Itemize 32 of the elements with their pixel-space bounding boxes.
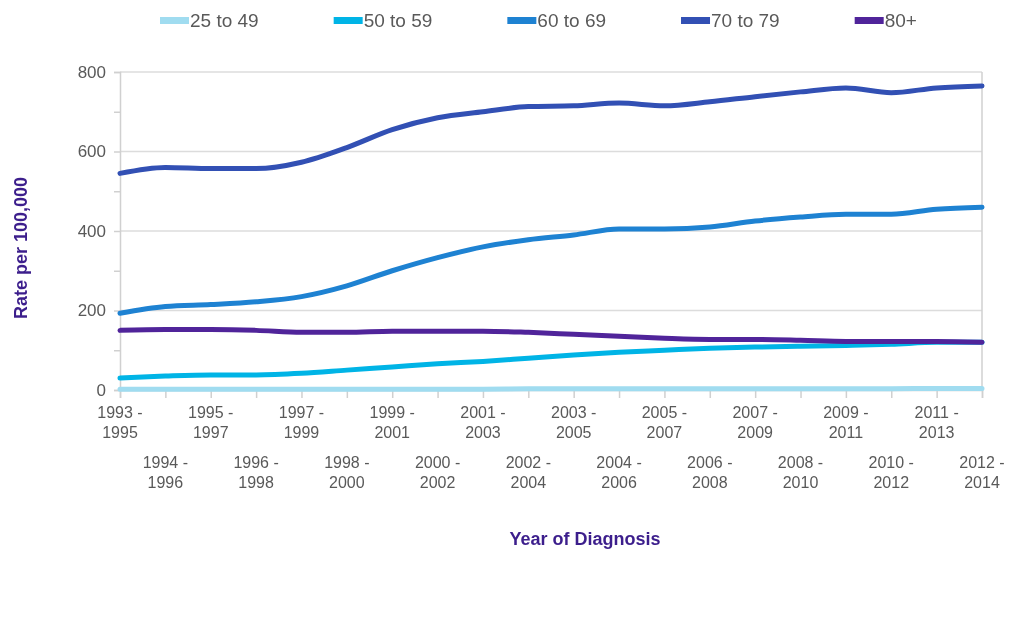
x-axis-title: Year of Diagnosis bbox=[509, 529, 661, 549]
y-axis-title: Rate per 100,000 bbox=[11, 176, 31, 320]
x-tick-label: 2001 - 2003 bbox=[460, 404, 506, 441]
y-tick-label: 600 bbox=[77, 142, 106, 162]
legend-label: 25 to 49 bbox=[190, 10, 259, 31]
legend-label: 60 to 69 bbox=[537, 10, 607, 31]
x-tick-label: 2002 - 2004 bbox=[505, 454, 551, 491]
x-tick-label: 1996 - 1998 bbox=[233, 454, 279, 491]
x-tick-label: 2010 - 2012 bbox=[868, 454, 914, 491]
x-tick-label: 1995 - 1997 bbox=[188, 404, 234, 441]
x-tick-label: 1994 - 1996 bbox=[142, 454, 189, 491]
x-tick-label: 2008 - 2010 bbox=[777, 454, 824, 491]
x-tick-label: 2003 - 2005 bbox=[551, 404, 597, 441]
y-tick-label: 800 bbox=[77, 62, 106, 82]
y-tick-label: 200 bbox=[77, 301, 106, 321]
legend-label: 80+ bbox=[884, 10, 917, 31]
x-tick-label: 2012 - 2014 bbox=[959, 454, 1005, 491]
x-tick-label: 2009 - 2011 bbox=[823, 404, 869, 441]
x-tick-label: 1998 - 2000 bbox=[324, 454, 370, 491]
x-tick-label: 1999 - 2001 bbox=[369, 404, 415, 441]
x-tick-label: 2011 - 2013 bbox=[914, 404, 959, 441]
x-tick-label: 1997 - 1999 bbox=[278, 404, 325, 441]
legend-label: 50 to 59 bbox=[363, 10, 433, 31]
legend-label: 70 to 79 bbox=[711, 10, 780, 31]
y-tick-label: 0 bbox=[96, 380, 106, 400]
x-tick-label: 2007 - 2009 bbox=[732, 404, 778, 441]
x-tick-label: 2004 - 2006 bbox=[596, 454, 642, 491]
x-tick-label: 1993 - 1995 bbox=[97, 404, 143, 441]
x-tick-label: 2005 - 2007 bbox=[641, 404, 688, 441]
y-tick-label: 400 bbox=[77, 221, 106, 241]
x-tick-label: 2006 - 2008 bbox=[687, 454, 733, 491]
x-tick-label: 2000 - 2002 bbox=[414, 454, 461, 491]
